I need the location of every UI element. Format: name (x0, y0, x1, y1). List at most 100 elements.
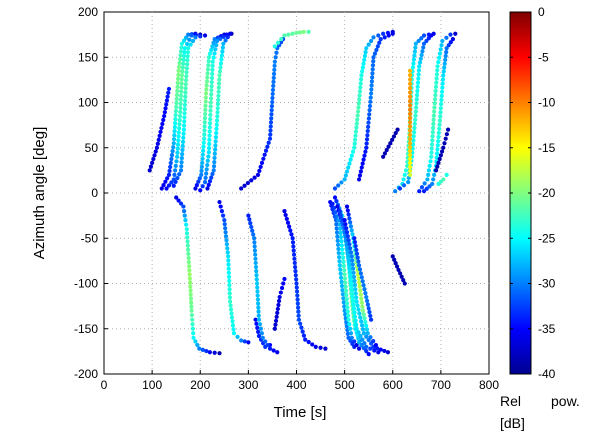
scatter-point (257, 322, 263, 327)
scatter-point (268, 132, 273, 137)
scatter-point (356, 340, 362, 345)
scatter-point (223, 38, 228, 43)
scatter-point (347, 269, 352, 274)
colorbar-label-rel: Rel (500, 393, 521, 409)
scatter-point (368, 38, 374, 44)
scatter-point (178, 109, 183, 115)
scatter-point (204, 79, 210, 84)
scatter-point (347, 265, 352, 270)
scatter-point (210, 67, 215, 73)
scatter-point (338, 235, 344, 240)
scatter-point (366, 120, 371, 125)
scatter-point (175, 76, 181, 81)
y-tick-label: -200 (74, 367, 98, 381)
scatter-point (293, 264, 298, 270)
scatter-point (410, 65, 416, 70)
scatter-point (343, 173, 348, 178)
scatter-point (181, 209, 187, 214)
scatter-point (362, 316, 367, 321)
scatter-point (294, 277, 299, 282)
scatter-point (333, 210, 338, 215)
scatter-point (215, 106, 220, 111)
scatter-point (369, 79, 374, 84)
scatter-point (271, 75, 276, 80)
scatter-point (183, 78, 189, 83)
scatter-point (226, 274, 232, 280)
scatter-point (453, 31, 458, 36)
scatter-point (337, 259, 342, 264)
scatter-point (206, 154, 211, 159)
scatter-point (342, 268, 347, 273)
scatter-point (356, 177, 362, 182)
scatter-point (346, 317, 351, 322)
scatter-point (191, 335, 196, 340)
scatter-point (381, 154, 386, 159)
scatter-point (362, 287, 367, 292)
x-tick-label: 200 (190, 378, 210, 392)
scatter-point (440, 77, 446, 82)
scatter-point (213, 143, 218, 148)
scatter-point (356, 105, 361, 110)
scatter-point (362, 57, 367, 62)
scatter-point (249, 178, 254, 183)
scatter-point (293, 273, 298, 278)
scatter-point (256, 329, 261, 335)
scatter-point (402, 281, 407, 286)
scatter-point (448, 40, 453, 45)
scatter-point (248, 221, 253, 226)
scatter-point (175, 142, 181, 147)
scatter-point (207, 133, 212, 138)
scatter-point (339, 180, 344, 185)
scatter-point (432, 101, 437, 106)
scatter-point (213, 47, 218, 52)
scatter-point (299, 325, 304, 330)
scatter-point (434, 76, 439, 81)
scatter-point (343, 280, 348, 285)
x-tick-label: 300 (238, 378, 258, 392)
scatter-point (440, 81, 445, 86)
scatter-point (348, 326, 353, 331)
scatter-point (246, 340, 251, 345)
scatter-point (184, 74, 189, 79)
scatter-point (176, 198, 181, 203)
scatter-point (151, 156, 156, 162)
scatter-point (152, 153, 157, 158)
scatter-point (356, 101, 361, 106)
scatter-point (368, 99, 373, 104)
scatter-point (397, 271, 403, 276)
scatter-point (421, 45, 426, 50)
scatter-point (183, 94, 188, 99)
scatter-point (251, 232, 256, 237)
scatter-point (300, 329, 305, 334)
scatter-point (437, 122, 442, 127)
scatter-point (413, 41, 418, 46)
scatter-point (246, 213, 251, 218)
scatter-point (414, 101, 419, 106)
scatter-point (354, 326, 359, 331)
scatter-point (199, 164, 204, 169)
scatter-point (253, 260, 258, 266)
colorbar-tick-label: -40 (538, 367, 556, 381)
scatter-point (195, 342, 200, 348)
scatter-point (336, 183, 341, 188)
scatter-point (368, 335, 373, 340)
scatter-point (223, 226, 228, 231)
x-tick-label: 800 (479, 378, 499, 392)
scatter-point (346, 165, 351, 170)
scatter-point (185, 50, 191, 55)
scatter-point (206, 59, 211, 64)
scatter-point (368, 91, 374, 96)
scatter-point (386, 144, 391, 149)
scatter-point (186, 32, 191, 37)
scatter-point (431, 113, 436, 118)
scatter-point (336, 250, 341, 256)
scatter-point (439, 149, 445, 154)
scatter-point (357, 284, 362, 289)
scatter-point (254, 321, 259, 326)
scatter-point (413, 45, 418, 50)
scatter-point (253, 256, 258, 261)
scatter-point (407, 98, 413, 104)
scatter-point (185, 54, 190, 59)
scatter-point (282, 209, 287, 214)
scatter-point (358, 333, 363, 339)
